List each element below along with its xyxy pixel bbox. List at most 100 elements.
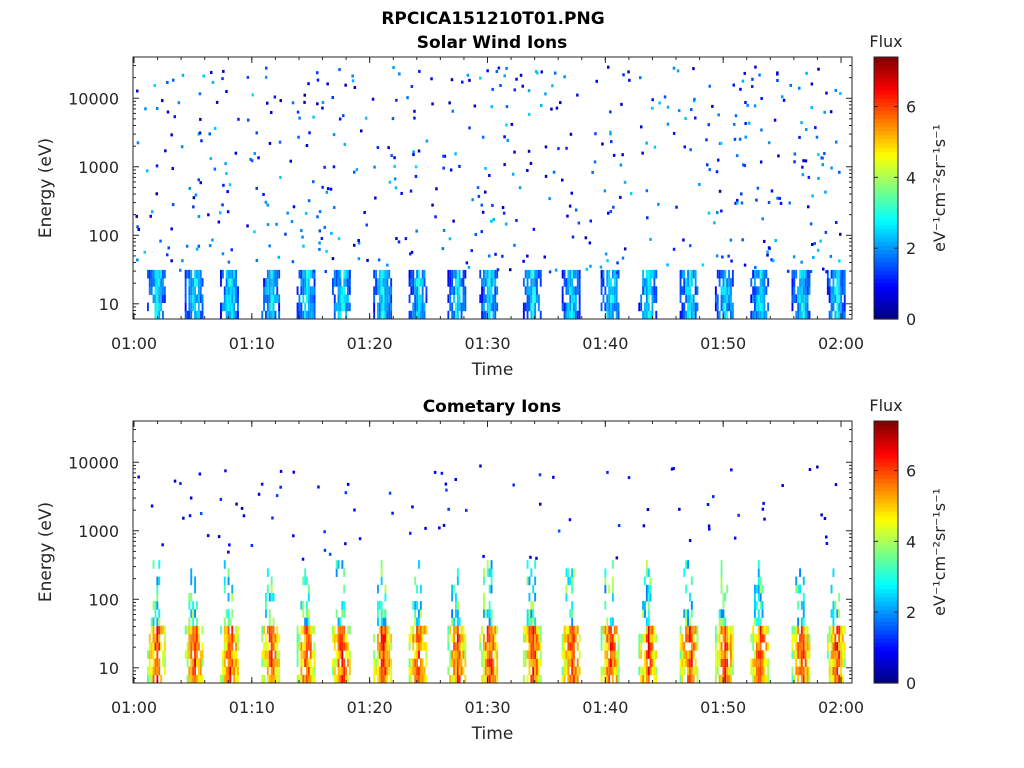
- spectrogram-cell: [492, 310, 495, 320]
- spectrogram-count: [438, 526, 441, 530]
- spectrogram-cell: [526, 674, 529, 684]
- spectrogram-cell: [791, 625, 794, 635]
- spectrogram-cell: [532, 294, 535, 303]
- spectrogram-count: [476, 186, 480, 190]
- spectrogram-cell: [793, 633, 796, 643]
- spectrogram-cell: [190, 666, 193, 676]
- spectrogram-cell: [408, 658, 411, 667]
- spectrogram-cell: [530, 625, 533, 635]
- spectrogram-count: [271, 516, 274, 520]
- spectrogram-cell: [148, 278, 151, 287]
- spectrogram-cell: [645, 278, 648, 287]
- spectrogram-count: [559, 101, 562, 105]
- spectrogram-cell: [642, 609, 644, 618]
- spectrogram-cell: [722, 617, 725, 627]
- spectrogram-count: [257, 492, 261, 496]
- spectrogram-cell: [481, 302, 483, 312]
- spectrogram-count: [683, 145, 686, 149]
- spectrogram-cell: [615, 658, 618, 667]
- spectrogram-cell: [694, 658, 697, 667]
- spectrogram-cell: [757, 625, 760, 635]
- spectrogram-count: [394, 186, 398, 190]
- spectrogram-count: [481, 210, 485, 214]
- spectrogram-cell: [638, 302, 641, 312]
- spectrogram-cell: [573, 286, 575, 295]
- spectrogram-cell: [335, 658, 338, 667]
- spectrogram-count: [431, 203, 434, 207]
- colorbar-segment: [874, 69, 898, 74]
- spectrogram-cell: [606, 310, 609, 320]
- spectrogram-cell: [418, 650, 420, 659]
- spectrogram-cell: [306, 278, 308, 287]
- spectrogram-cell: [524, 650, 527, 659]
- spectrogram-cell: [311, 286, 314, 295]
- spectrogram-cell: [337, 666, 340, 676]
- spectrogram-count: [357, 239, 360, 242]
- spectrogram-cell: [229, 286, 232, 295]
- spectrogram-cell: [388, 269, 391, 279]
- spectrogram-cell: [645, 625, 648, 635]
- spectrogram-cell: [841, 269, 844, 279]
- spectrogram-cell: [804, 302, 807, 312]
- spectrogram-cell: [313, 642, 316, 651]
- spectrogram-count: [555, 106, 559, 110]
- spectrogram-cell: [453, 625, 455, 635]
- spectrogram-cell: [425, 294, 428, 303]
- spectrogram-cell: [528, 617, 531, 627]
- colorbar-segment: [874, 110, 898, 115]
- spectrogram-cell: [453, 666, 455, 676]
- colorbar-segment: [874, 478, 898, 483]
- spectrogram-cell: [265, 642, 267, 651]
- spectrogram-count: [538, 473, 542, 477]
- spectrogram-cell: [237, 658, 239, 667]
- spectrogram-cell: [653, 294, 656, 303]
- spectrogram-cell: [313, 310, 316, 320]
- spectrogram-cell: [237, 286, 239, 295]
- spectrogram-count: [197, 215, 201, 218]
- colorbar-segment: [874, 306, 898, 312]
- colorbar-segment: [874, 138, 898, 144]
- spectrogram-cell: [532, 269, 535, 279]
- spectrogram-cell: [453, 617, 455, 627]
- spectrogram-cell: [800, 674, 803, 684]
- spectrogram-cell: [755, 642, 758, 651]
- spectrogram-cell: [806, 278, 809, 287]
- spectrogram-count: [410, 85, 414, 88]
- spectrogram-cell: [573, 650, 575, 659]
- spectrogram-count: [835, 140, 838, 144]
- spectrogram-count: [262, 193, 265, 196]
- spectrogram-cell: [382, 642, 385, 651]
- colorbar-segment: [874, 453, 898, 459]
- spectrogram-cell: [488, 568, 491, 577]
- spectrogram-cell: [265, 592, 267, 602]
- x-tick-label: 01:10: [229, 334, 275, 353]
- spectrogram-count: [548, 197, 551, 201]
- spectrogram-cell: [419, 625, 422, 635]
- spectrogram-cell: [537, 294, 540, 303]
- spectrogram-cell: [759, 625, 762, 635]
- spectrogram-cell: [408, 633, 411, 643]
- spectrogram-cell: [483, 666, 485, 676]
- spectrogram-cell: [750, 310, 753, 320]
- spectrogram-cell: [414, 633, 417, 643]
- spectrogram-cell: [268, 302, 271, 312]
- spectrogram-count: [594, 132, 597, 136]
- spectrogram-cell: [274, 269, 277, 279]
- spectrogram-count: [189, 496, 193, 500]
- spectrogram-cell: [347, 286, 349, 295]
- spectrogram-cell: [573, 269, 575, 279]
- spectrogram-cell: [410, 674, 413, 684]
- colorbar-segment: [874, 625, 898, 631]
- spectrogram-cell: [832, 666, 835, 676]
- spectrogram-cell: [152, 278, 155, 287]
- colorbar-segment: [874, 429, 898, 434]
- spectrogram-cell: [836, 642, 839, 651]
- spectrogram-cell: [604, 650, 607, 659]
- spectrogram-cell: [571, 294, 574, 303]
- spectrogram-cell: [418, 674, 420, 684]
- spectrogram-cell: [270, 633, 273, 643]
- spectrogram-cell: [386, 625, 389, 635]
- colorbar-segment: [874, 597, 898, 602]
- spectrogram-cell: [268, 609, 271, 618]
- spectrogram-cell: [761, 625, 764, 635]
